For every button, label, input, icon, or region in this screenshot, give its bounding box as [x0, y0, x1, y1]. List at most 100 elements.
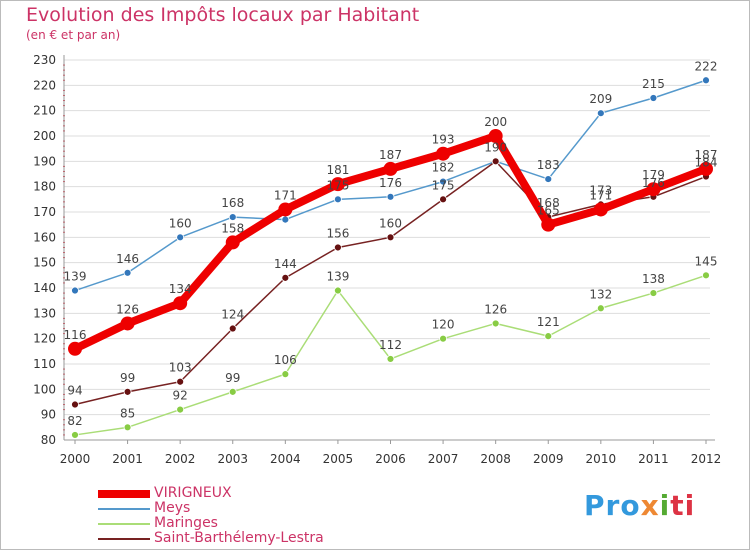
data-label: 215 [642, 77, 665, 91]
data-point [123, 387, 132, 396]
data-label: 158 [221, 221, 244, 235]
y-tick-label: 160 [33, 230, 56, 244]
x-tick-label: 2003 [217, 452, 248, 466]
legend-swatch [98, 489, 150, 498]
data-label: 156 [326, 226, 349, 240]
data-point [439, 334, 447, 343]
data-point [386, 233, 395, 242]
legend: VIRIGNEUX Meys Maringes Saint-Barthélemy-Le… [98, 486, 324, 546]
x-tick-label: 2000 [60, 452, 91, 466]
data-label: 103 [169, 361, 192, 375]
data-label: 94 [67, 384, 82, 398]
y-tick-label: 180 [33, 180, 56, 194]
data-label: 82 [67, 414, 82, 428]
data-point [71, 400, 79, 409]
data-point [491, 157, 500, 166]
data-point [71, 431, 79, 439]
y-tick-label: 190 [33, 154, 56, 168]
chart-subtitle: (en € et par an) [26, 28, 121, 42]
data-point [383, 161, 398, 176]
data-label: 179 [642, 168, 665, 182]
legend-swatch [98, 537, 150, 540]
data-point [68, 341, 82, 356]
legend-item: Saint-Barthélemy-Lestra [98, 531, 324, 546]
data-point [176, 405, 185, 414]
data-label: 124 [221, 308, 244, 322]
x-tick-label: 2001 [112, 452, 143, 466]
data-point [334, 243, 342, 252]
data-point [225, 235, 240, 250]
data-point [71, 286, 79, 295]
data-label: 106 [274, 353, 297, 367]
data-label: 171 [589, 188, 612, 202]
x-tick-label: 2005 [323, 452, 354, 466]
chart-title: Evolution des Impôts locaux par Habitant [26, 4, 420, 26]
data-label: 190 [484, 140, 507, 154]
data-point [281, 215, 290, 224]
legend-label: Meys [154, 500, 191, 516]
data-point [281, 273, 290, 282]
data-label: 176 [379, 176, 402, 190]
data-label: 187 [695, 148, 718, 162]
data-label: 99 [225, 371, 240, 385]
y-tick-label: 110 [33, 357, 56, 371]
data-point [596, 304, 605, 313]
proxiti-logo: Proxiti [584, 489, 695, 522]
data-point [386, 355, 395, 363]
legend-label: VIRIGNEUX [154, 485, 232, 501]
data-point [702, 271, 710, 280]
legend-item: Meys [98, 501, 324, 516]
data-point [646, 182, 661, 197]
data-label: 160 [169, 216, 192, 230]
legend-label: Saint-Barthélemy-Lestra [154, 530, 324, 546]
data-label: 168 [537, 196, 560, 210]
data-label: 132 [589, 287, 612, 301]
data-label: 112 [379, 338, 402, 352]
data-point [541, 217, 556, 232]
data-point [439, 195, 447, 204]
y-tick-label: 220 [33, 78, 56, 92]
legend-item: VIRIGNEUX [98, 486, 324, 501]
x-tick-label: 2008 [480, 452, 511, 466]
data-label: 126 [484, 302, 507, 316]
data-point [330, 177, 345, 192]
data-label: 176 [642, 176, 665, 190]
data-label: 165 [537, 204, 560, 218]
data-point [544, 332, 553, 341]
data-label: 92 [173, 389, 188, 403]
data-point [334, 286, 342, 295]
data-point [702, 76, 710, 85]
data-label: 222 [695, 59, 718, 73]
data-label: 187 [379, 148, 402, 162]
legend-item: Maringes [98, 516, 324, 531]
data-point [123, 268, 132, 277]
y-tick-label: 140 [33, 281, 56, 295]
data-point [491, 319, 500, 328]
data-point [228, 213, 237, 221]
x-tick-label: 2002 [165, 452, 196, 466]
y-tick-label: 130 [33, 306, 56, 320]
data-label: 181 [326, 163, 349, 177]
data-point [386, 192, 395, 201]
data-point [176, 233, 185, 242]
data-label: 116 [64, 328, 87, 342]
data-label: 173 [589, 183, 612, 197]
y-tick-label: 100 [33, 382, 56, 396]
data-point [544, 175, 553, 183]
data-point [176, 377, 185, 386]
y-tick-label: 80 [41, 433, 56, 447]
data-label: 184 [695, 156, 718, 170]
data-label: 193 [432, 133, 455, 147]
x-tick-label: 2004 [270, 452, 301, 466]
data-label: 175 [326, 178, 349, 192]
data-point [334, 195, 342, 204]
data-label: 121 [537, 315, 560, 329]
y-tick-label: 210 [33, 104, 56, 118]
logo-part: ti [670, 489, 696, 522]
y-tick-label: 230 [33, 53, 56, 67]
y-tick-label: 90 [41, 408, 56, 422]
y-tick-label: 200 [33, 129, 56, 143]
legend-swatch [98, 507, 150, 510]
logo-part: i [659, 489, 671, 522]
